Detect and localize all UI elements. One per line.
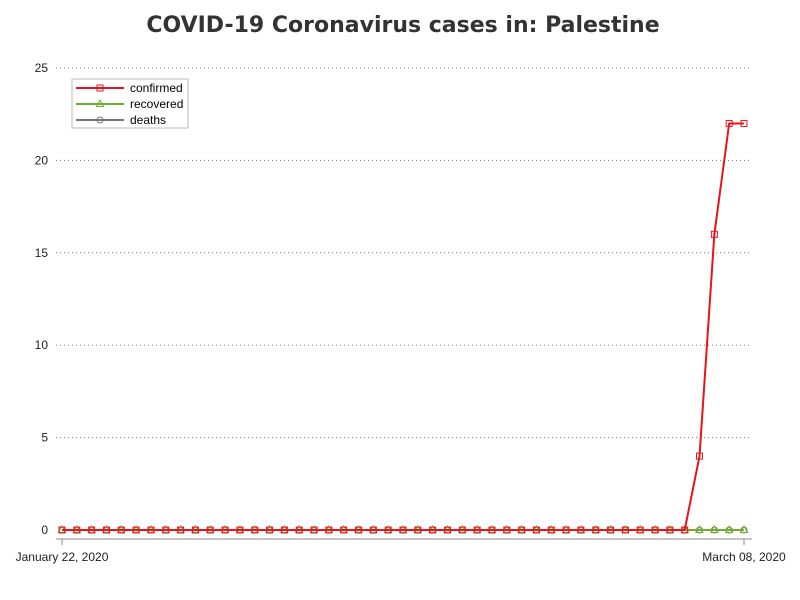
data-point-confirmed — [369, 526, 377, 534]
data-point-confirmed — [681, 526, 689, 534]
data-point-confirmed — [206, 526, 214, 534]
data-point-confirmed — [532, 526, 540, 534]
legend-marker-deaths — [96, 116, 104, 124]
chart-title: COVID-19 Coronavirus cases in: Palestine — [146, 13, 659, 38]
y-tick-label: 10 — [35, 338, 49, 352]
data-point-confirmed — [325, 526, 333, 534]
data-point-confirmed — [458, 526, 466, 534]
data-point-confirmed — [651, 526, 659, 534]
data-point-confirmed — [266, 526, 274, 534]
data-point-recovered — [710, 524, 719, 533]
data-point-confirmed — [518, 526, 526, 534]
data-point-recovered — [739, 524, 749, 533]
x-tick-label: March 08, 2020 — [702, 550, 786, 564]
y-axis-ticks: 0 5 10 15 20 25 — [35, 61, 49, 537]
data-point-confirmed — [310, 526, 318, 534]
y-tick-label: 25 — [35, 61, 49, 75]
legend: confirmed recovered deaths — [71, 78, 189, 129]
data-point-confirmed — [503, 526, 511, 534]
data-point-confirmed — [740, 119, 748, 127]
data-point-confirmed — [666, 526, 674, 534]
legend-marker-recovered — [95, 98, 105, 107]
y-tick-label: 0 — [41, 523, 48, 537]
data-point-confirmed — [177, 526, 185, 534]
data-point-confirmed — [547, 526, 555, 534]
data-point-confirmed — [577, 526, 585, 534]
data-point-confirmed — [621, 526, 629, 534]
legend-label-confirmed: confirmed — [130, 81, 183, 95]
data-point-confirmed — [58, 526, 66, 534]
data-point-confirmed — [251, 526, 259, 534]
series-line-confirmed — [62, 122, 744, 531]
y-tick-label: 5 — [41, 431, 48, 445]
data-point-confirmed — [236, 526, 244, 534]
data-point-confirmed — [147, 526, 155, 534]
data-point-confirmed — [355, 526, 363, 534]
data-point-confirmed — [607, 526, 615, 534]
data-point-confirmed — [295, 526, 303, 534]
legend-label-recovered: recovered — [130, 97, 183, 111]
x-axis: January 22, 2020 March 08, 2020 — [16, 538, 786, 564]
data-point-confirmed — [399, 526, 407, 534]
y-tick-label: 20 — [35, 153, 49, 167]
data-point-confirmed — [88, 526, 96, 534]
data-point-confirmed — [221, 526, 229, 534]
data-point-recovered — [695, 524, 704, 533]
data-point-confirmed — [636, 526, 644, 534]
data-point-confirmed — [725, 119, 733, 127]
data-point-confirmed — [414, 526, 422, 534]
data-point-confirmed — [73, 526, 81, 534]
data-point-confirmed — [340, 526, 348, 534]
data-point-confirmed — [132, 526, 140, 534]
data-point-recovered — [724, 524, 734, 533]
data-point-confirmed — [429, 526, 437, 534]
legend-label-deaths: deaths — [130, 113, 166, 127]
data-point-confirmed — [191, 526, 199, 534]
y-tick-label: 15 — [35, 246, 49, 260]
gridlines — [56, 67, 752, 439]
data-point-confirmed — [280, 526, 288, 534]
series-lines — [57, 119, 749, 534]
legend-marker-confirmed — [96, 84, 104, 92]
series-confirmed — [58, 119, 748, 534]
data-point-confirmed — [488, 526, 496, 534]
data-point-confirmed — [710, 230, 718, 238]
data-point-confirmed — [562, 526, 570, 534]
data-point-confirmed — [162, 526, 170, 534]
data-point-confirmed — [117, 526, 125, 534]
data-point-confirmed — [696, 452, 704, 460]
x-tick-label: January 22, 2020 — [16, 550, 109, 564]
data-point-confirmed — [384, 526, 392, 534]
data-point-confirmed — [102, 526, 110, 534]
data-point-confirmed — [473, 526, 481, 534]
data-point-confirmed — [592, 526, 600, 534]
data-point-confirmed — [443, 526, 451, 534]
